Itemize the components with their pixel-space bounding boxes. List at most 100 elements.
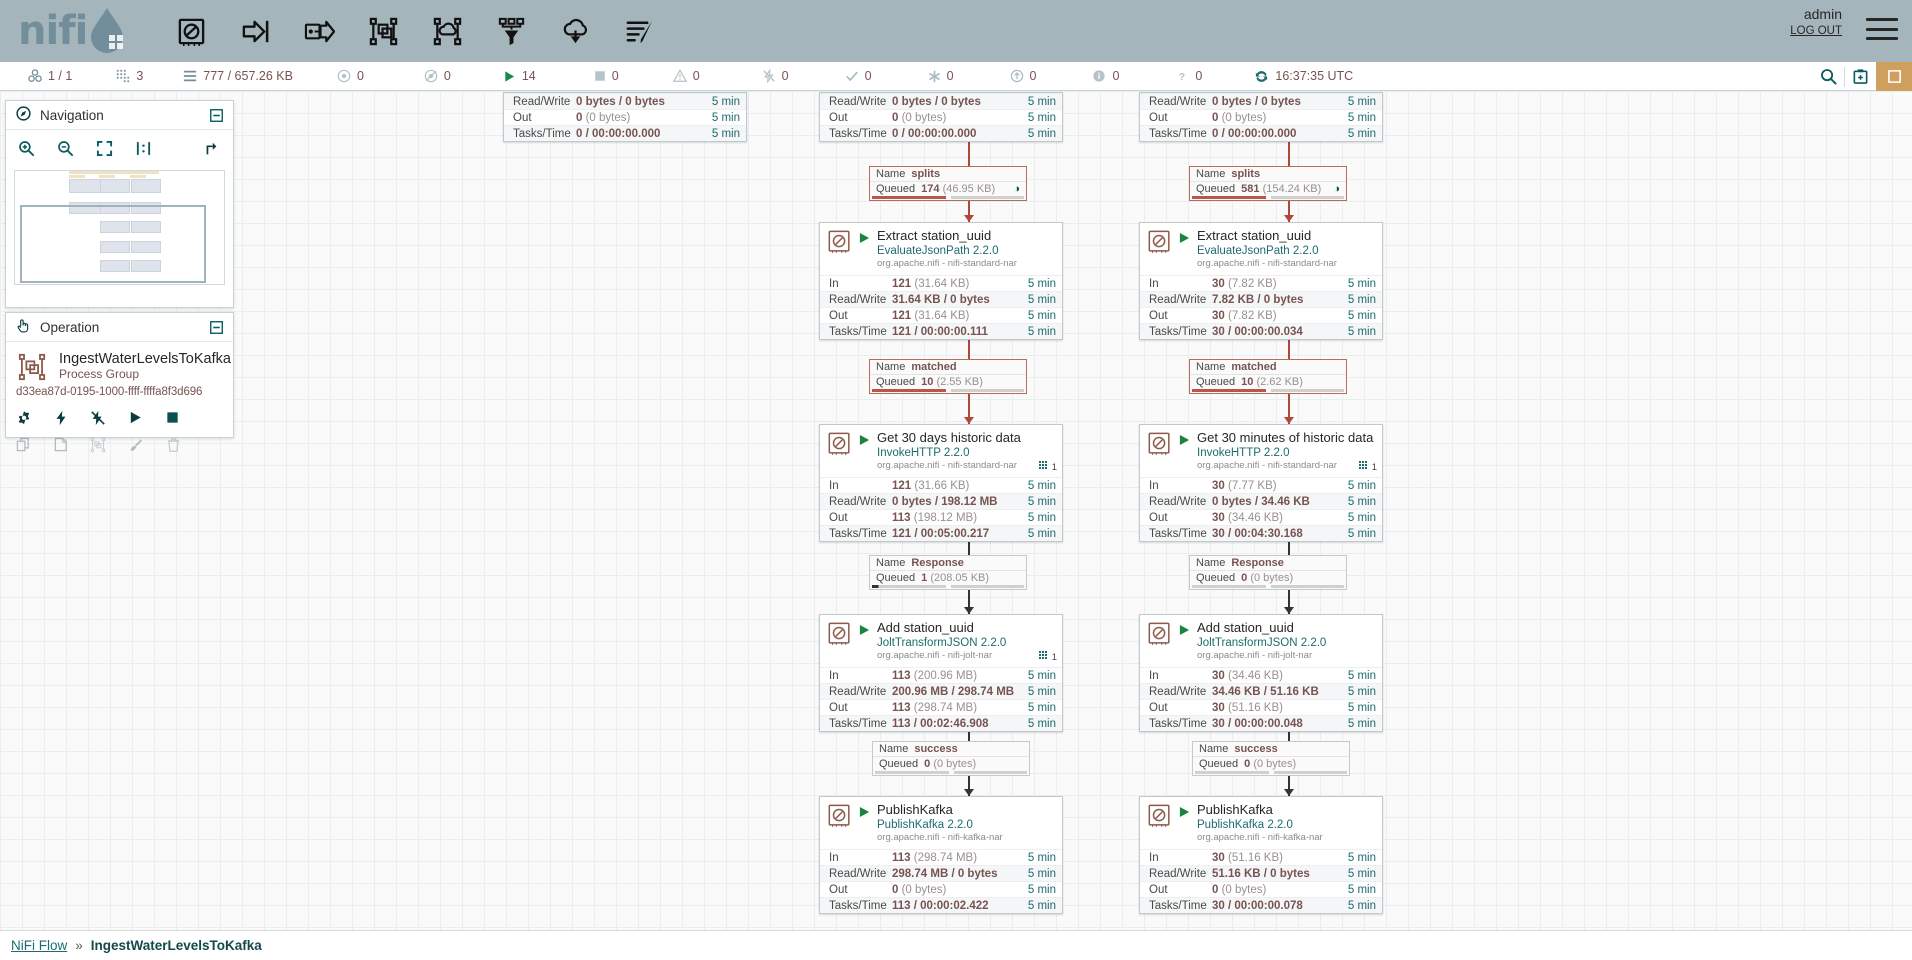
minimap-viewport[interactable] (20, 205, 206, 283)
active-threads-count: 1 / 1 (28, 69, 72, 83)
conn-response-left[interactable]: Name Response Queued 1 (208.05 KB) (869, 555, 1027, 590)
minimap[interactable] (14, 170, 225, 285)
stat-value-tasks: 30 / 00:00:00.048 (1212, 717, 1303, 730)
remote-process-group-tool[interactable] (430, 14, 464, 48)
stale-components: 0 (1010, 69, 1036, 83)
connection-name-value: splits (911, 168, 941, 180)
stat-label-in: In (1149, 851, 1159, 864)
disable-button[interactable] (90, 410, 106, 426)
reporting-button[interactable] (1845, 62, 1876, 91)
thread-count: 1 (1051, 462, 1057, 473)
stat-label-out: Out (513, 111, 532, 124)
process-group-tool[interactable] (366, 14, 400, 48)
conn-success-left[interactable]: Name success Queued 0 (0 bytes) (872, 741, 1030, 776)
connection-name-label: Name (879, 743, 909, 755)
zoom-out-button[interactable] (57, 140, 74, 157)
proc-top-3[interactable]: Read/Write 0 bytes / 0 bytes 5 min Out 0 (0 … (1139, 92, 1383, 142)
proc-top-2[interactable]: Read/Write 0 bytes / 0 bytes 5 min Out 0 (0 … (819, 92, 1063, 142)
brush-button[interactable] (128, 437, 144, 453)
processor-header: Get 30 days historic data InvokeHTTP 2.2.… (820, 425, 1062, 477)
conn-success-right[interactable]: Name success Queued 0 (0 bytes) (1192, 741, 1350, 776)
proc-add-station-uuid-left[interactable]: Add station_uuid JoltTransformJSON 2.2.0 o… (819, 614, 1063, 732)
conn-splits-left[interactable]: Name splits Queued 174 (46.95 KB) ◑ (869, 166, 1027, 201)
enable-button[interactable] (54, 410, 68, 426)
collapse-operation-button[interactable] (210, 320, 223, 334)
stat-time-readwrite: 5 min (1027, 867, 1056, 880)
stat-time-readwrite: 5 min (711, 95, 740, 108)
stat-row-in: In 113 (298.74 MB) 5 min (820, 849, 1062, 865)
connection-meters (1190, 389, 1346, 393)
queue-size-meter (1270, 196, 1344, 199)
processor-header: PublishKafka PublishKafka 2.2.0 org.apache… (1140, 797, 1382, 849)
stat-time-tasks: 5 min (1027, 127, 1056, 140)
stat-label-tasks: Tasks/Time (1149, 127, 1207, 140)
stat-row-tasks: Tasks/Time 121 / 00:00:00.111 5 min (820, 323, 1062, 339)
stat-time-readwrite: 5 min (1027, 495, 1056, 508)
start-button[interactable] (128, 410, 143, 425)
transmitting-icon (337, 69, 351, 83)
input-port-tool[interactable] (238, 14, 272, 48)
stat-value-readwrite: 34.46 KB / 51.16 KB (1212, 685, 1319, 698)
conn-matched-right[interactable]: Name matched Queued 10 (2.62 KB) (1189, 359, 1347, 394)
template-tool[interactable] (558, 14, 592, 48)
stat-time-tasks: 5 min (1027, 325, 1056, 338)
stat-time-readwrite: 5 min (1347, 95, 1376, 108)
proc-extract-station-uuid-right[interactable]: Extract station_uuid EvaluateJsonPath 2.2… (1139, 222, 1383, 340)
stop-button[interactable] (165, 410, 180, 425)
processor-tool[interactable] (174, 14, 208, 48)
stat-time-in: 5 min (1347, 669, 1376, 682)
processor-names: Extract station_uuid EvaluateJsonPath 2.2… (1197, 229, 1376, 270)
proc-publish-kafka-right[interactable]: PublishKafka PublishKafka 2.2.0 org.apache… (1139, 796, 1383, 914)
group-button[interactable] (90, 437, 106, 453)
configure-button[interactable] (16, 410, 32, 426)
connection-name-value: success (914, 743, 958, 755)
stat-label-tasks: Tasks/Time (829, 717, 887, 730)
funnel-tool[interactable] (494, 14, 528, 48)
notifications-button[interactable] (1876, 62, 1912, 91)
go-up-button[interactable] (203, 141, 219, 157)
question-icon: ? (1175, 69, 1189, 83)
stat-row-out: Out 0 (0 bytes) 5 min (820, 881, 1062, 897)
stat-row-tasks: Tasks/Time 121 / 00:05:00.217 5 min (820, 525, 1062, 541)
locally-modified-components: 0 (928, 69, 954, 83)
proc-add-station-uuid-right[interactable]: Add station_uuid JoltTransformJSON 2.2.0 o… (1139, 614, 1383, 732)
delete-button[interactable] (166, 437, 181, 453)
flow-canvas[interactable]: Read/Write 0 bytes / 0 bytes 5 min Out 0 (0 … (0, 91, 1912, 930)
conn-matched-left[interactable]: Name matched Queued 10 (2.55 KB) (869, 359, 1027, 394)
conn-response-right[interactable]: Name Response Queued 0 (0 bytes) (1189, 555, 1347, 590)
proc-top-1[interactable]: Read/Write 0 bytes / 0 bytes 5 min Out 0 (0 … (503, 92, 747, 142)
connection-queued-row: Queued 0 (0 bytes) (1193, 757, 1349, 771)
zoom-actual-size-button[interactable] (135, 140, 152, 157)
zoom-in-button[interactable] (18, 140, 35, 157)
copy-button[interactable] (16, 437, 31, 452)
connection-name-value: matched (911, 361, 957, 373)
proc-extract-station-uuid-left[interactable]: Extract station_uuid EvaluateJsonPath 2.2… (819, 222, 1063, 340)
global-menu-button[interactable] (1866, 14, 1898, 44)
connection-name-label: Name (876, 361, 906, 373)
collapse-navigation-button[interactable] (210, 108, 223, 122)
stat-value-in: 113 (298.74 MB) (892, 851, 978, 864)
svg-text:?: ? (1179, 71, 1185, 83)
processor-header: Add station_uuid JoltTransformJSON 2.2.0 o… (1140, 615, 1382, 667)
stat-label-in: In (1149, 277, 1159, 290)
processor-type: PublishKafka 2.2.0 (877, 819, 973, 831)
conn-splits-right[interactable]: Name splits Queued 581 (154.24 KB) ◑ (1189, 166, 1347, 201)
stat-time-out: 5 min (1347, 883, 1376, 896)
search-button[interactable] (1813, 62, 1844, 91)
zoom-fit-button[interactable] (96, 140, 113, 157)
run-status-icon (1179, 431, 1191, 472)
proc-publish-kafka-left[interactable]: PublishKafka PublishKafka 2.2.0 org.apache… (819, 796, 1063, 914)
queue-size-meter (950, 389, 1024, 392)
label-tool[interactable] (622, 14, 656, 48)
output-port-tool[interactable] (302, 14, 336, 48)
paste-button[interactable] (53, 437, 68, 452)
stat-value-tasks: 0 / 00:00:00.000 (1212, 127, 1297, 140)
proc-get-30-minutes-of-historic-data[interactable]: Get 30 minutes of historic data InvokeHTT… (1139, 424, 1383, 542)
logout-link[interactable]: LOG OUT (1790, 25, 1842, 37)
stat-value-tasks: 113 / 00:00:02.422 (892, 899, 989, 912)
breadcrumb-root-link[interactable]: NiFi Flow (11, 938, 68, 953)
stat-value-readwrite: 0 bytes / 34.46 KB (1212, 495, 1310, 508)
proc-get-30-days-historic-data[interactable]: Get 30 days historic data InvokeHTTP 2.2.… (819, 424, 1063, 542)
stat-value-tasks: 30 / 00:04:30.168 (1212, 527, 1303, 540)
run-status-icon (859, 803, 871, 844)
